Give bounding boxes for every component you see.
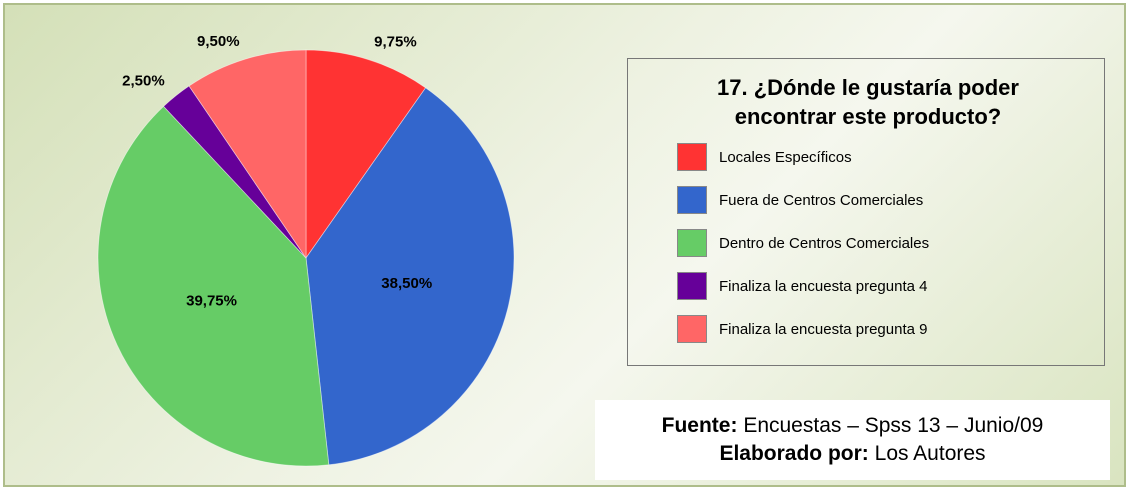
legend: 17. ¿Dónde le gustaría poder encontrar e…	[627, 58, 1105, 366]
pie-slice	[188, 49, 307, 260]
author-label: Elaborado por:	[719, 442, 869, 465]
source-box: Fuente: Encuestas – Spss 13 – Junio/09 E…	[595, 400, 1110, 480]
source-line: Fuente: Encuestas – Spss 13 – Junio/09	[595, 412, 1110, 440]
pie-slice	[305, 87, 515, 466]
legend-label: Locales Específicos	[719, 148, 852, 166]
legend-item: Locales Específicos	[677, 143, 852, 171]
legend-swatch	[677, 272, 707, 300]
legend-swatch	[677, 186, 707, 214]
legend-item: Fuera de Centros Comerciales	[677, 186, 923, 214]
data-label: 9,50%	[197, 33, 240, 50]
source-label: Fuente:	[661, 414, 738, 437]
legend-label: Finaliza la encuesta pregunta 9	[719, 320, 928, 338]
data-label: 2,50%	[122, 73, 165, 90]
legend-swatch	[677, 143, 707, 171]
legend-label: Fuera de Centros Comerciales	[719, 191, 924, 209]
author-text: Los Autores	[874, 442, 986, 465]
pie-slice	[305, 49, 427, 260]
legend-item: Finaliza la encuesta pregunta 9	[677, 315, 927, 343]
source-text: Encuestas – Spss 13 – Junio/09	[743, 414, 1044, 437]
data-label: 39,75%	[186, 293, 237, 310]
legend-item: Dentro de Centros Comerciales	[677, 229, 929, 257]
author-line: Elaborado por: Los Autores	[595, 440, 1110, 468]
legend-label: Dentro de Centros Comerciales	[719, 234, 930, 252]
data-label: 9,75%	[374, 33, 417, 50]
data-label: 38,50%	[381, 275, 432, 292]
legend-swatch	[677, 229, 707, 257]
legend-label: Finaliza la encuesta pregunta 4	[719, 277, 928, 295]
legend-swatch	[677, 315, 707, 343]
chart-title: 17. ¿Dónde le gustaría poder encontrar e…	[717, 75, 1019, 129]
legend-item: Finaliza la encuesta pregunta 4	[677, 272, 927, 300]
pie-slice	[97, 105, 330, 467]
